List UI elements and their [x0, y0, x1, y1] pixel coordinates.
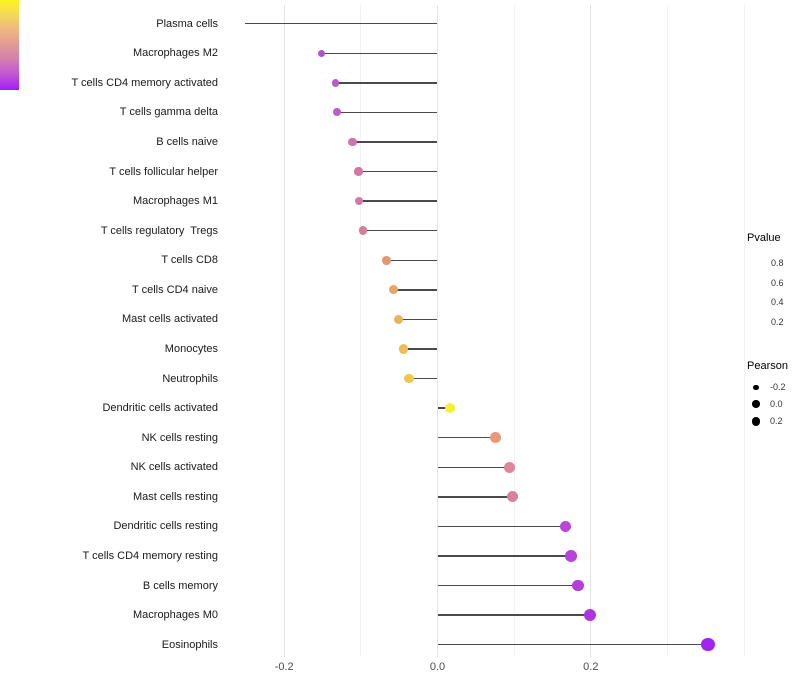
y-axis-label: Eosinophils [161, 638, 218, 651]
lollipop-stem [437, 436, 496, 439]
lollipop-stem [335, 82, 438, 84]
colorbar-tick [761, 282, 766, 285]
pvalue-tick-label: 0.4 [771, 297, 784, 308]
y-axis-label: T cells CD4 naive [132, 283, 218, 296]
pvalue-legend-title: Pvalue [747, 232, 781, 244]
data-point [393, 314, 403, 324]
lollipop-stem [245, 22, 438, 25]
pearson-size-label: 0.2 [770, 416, 783, 426]
y-axis-label: NK cells resting [141, 431, 218, 444]
legend: Pvalue 0.8 0.6 0.4 0.2 Pearson -0.2 0.0 0.2 [0, 0, 788, 426]
lollipop-stem [321, 52, 438, 55]
pvalue-tick-label: 0.2 [771, 316, 784, 327]
data-point [504, 461, 515, 473]
gridline-major [437, 5, 438, 657]
y-axis-label: T cells CD4 memory activated [71, 76, 218, 89]
pvalue-tick-label: 0.6 [771, 277, 784, 288]
y-axis-label: T cells regulatory Tregs [100, 224, 218, 237]
colorbar-tick [747, 321, 752, 324]
lollipop-stem [363, 229, 438, 232]
y-axis-label: T cells CD4 memory resting [82, 549, 219, 562]
data-point [559, 520, 572, 533]
y-axis-label: B cells memory [142, 579, 218, 592]
gridline-major [590, 5, 592, 657]
data-point [354, 167, 363, 176]
y-axis-label: Neutrophils [162, 372, 218, 385]
data-point [571, 579, 584, 592]
lollipop-stem [437, 407, 450, 409]
y-axis-label: T cells follicular helper [109, 165, 218, 178]
colorbar-tick [747, 262, 752, 265]
y-axis-label: Plasma cells [156, 17, 218, 30]
data-point [389, 285, 399, 295]
colorbar-tick [761, 321, 766, 324]
pearson-legend-title: Pearson [747, 360, 788, 372]
pvalue-tick-label: 0.8 [771, 258, 784, 269]
lollipop-stem [393, 289, 438, 291]
y-axis-label: B cells naive [156, 135, 218, 148]
y-axis-label: Mast cells resting [133, 490, 218, 503]
pearson-size-dot [752, 400, 760, 408]
y-axis-label: Dendritic cells activated [102, 402, 218, 415]
data-point [348, 137, 357, 147]
data-point [333, 108, 341, 117]
lollipop-stem [437, 496, 513, 498]
data-point [444, 403, 455, 414]
lollipop-stem [437, 555, 571, 557]
gridline-minor [360, 5, 362, 657]
pvalue-colorbar [0, 0, 19, 90]
y-axis-label: Mast cells activated [122, 313, 218, 326]
colorbar-tick [747, 301, 752, 304]
data-point [564, 550, 577, 562]
gridline-minor [666, 5, 668, 657]
pearson-size-label: -0.2 [770, 382, 786, 392]
pearson-size-dot [753, 384, 759, 391]
y-axis-label: Macrophages M2 [133, 47, 218, 60]
data-point [507, 491, 519, 503]
y-axis-label: NK cells activated [130, 461, 218, 474]
lollipop-stem [358, 170, 438, 173]
pearson-size-label: 0.0 [770, 398, 783, 409]
lollipop-stem [352, 141, 438, 143]
data-point [701, 637, 715, 652]
data-point [404, 373, 414, 384]
data-point [331, 78, 340, 87]
data-point [490, 432, 502, 444]
colorbar-tick [761, 301, 766, 304]
y-axis-label: Monocytes [164, 342, 218, 355]
x-axis-tick-label: 0.2 [583, 661, 599, 673]
y-axis-label: T cells CD8 [161, 254, 218, 267]
lollipop-stem [437, 614, 591, 616]
x-axis-tick-label: -0.2 [274, 661, 294, 673]
colorbar-tick [761, 262, 766, 265]
y-axis-label: T cells gamma delta [119, 106, 218, 119]
colorbar-tick [747, 282, 752, 285]
lollipop-stem [409, 377, 438, 380]
pearson-size-dot [751, 417, 761, 426]
y-axis-label: Macrophages M0 [133, 609, 218, 622]
y-axis-label: Dendritic cells resting [113, 520, 218, 533]
y-axis-label: Macrophages M1 [133, 195, 218, 208]
gridline-minor [513, 5, 515, 657]
lollipop-stem [359, 200, 438, 202]
data-point [584, 609, 597, 622]
gridline-minor [743, 5, 745, 657]
data-point [318, 49, 326, 57]
lollipop-stem [403, 348, 438, 350]
lollipop-stem [437, 466, 510, 468]
lollipop-stem [337, 111, 438, 114]
lollipop-stem [398, 318, 438, 321]
x-axis-tick-label: 0.0 [429, 661, 446, 673]
lollipop-stem [386, 259, 438, 261]
lollipop-stem [437, 525, 566, 528]
data-point [358, 226, 368, 235]
lollipop-stem [437, 643, 709, 646]
data-point [399, 344, 409, 354]
lollipop-stem [437, 584, 578, 587]
data-point [355, 196, 364, 206]
gridline-major [283, 5, 285, 657]
data-point [381, 255, 391, 265]
